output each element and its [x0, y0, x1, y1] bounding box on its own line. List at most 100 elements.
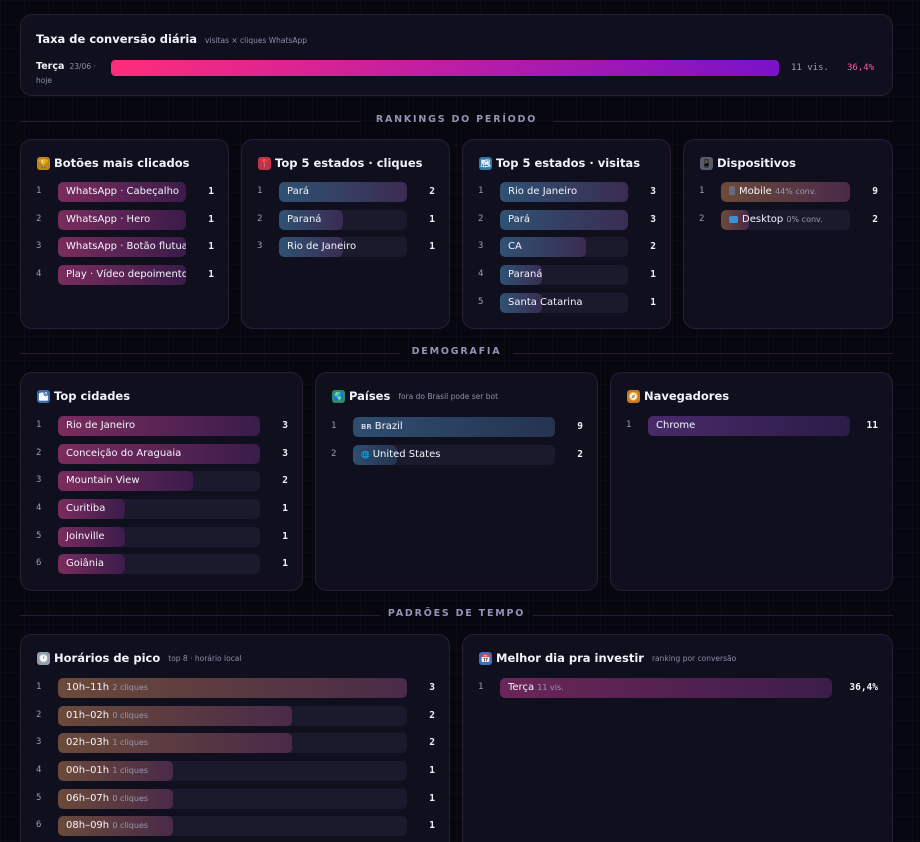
row-count: 1	[429, 213, 435, 225]
conversion-day-label: Terça	[36, 61, 65, 72]
row-rank: 6	[36, 820, 42, 831]
countries-card: 🌎 Países fora do Brasil pode ser bot 1 BR…	[315, 372, 598, 591]
row-rank: 1	[36, 186, 42, 196]
conversion-visits: 11 vis.	[791, 63, 829, 73]
row-rank: 1	[257, 186, 263, 196]
row-label: 🌐 United States	[361, 449, 440, 460]
row-bar-fill	[279, 209, 343, 230]
row-label-text: WhatsApp · Botão flutua…	[66, 241, 186, 253]
row-extra: 0 cliques	[112, 793, 149, 803]
row-bar-track: 🌐 United States	[353, 444, 555, 465]
states-clicks-title-text: Top 5 estados · cliques	[275, 156, 423, 170]
conversion-rate: 36,4%	[847, 63, 875, 73]
row-count: 9	[577, 421, 583, 432]
row-label: Chrome	[656, 420, 695, 431]
states-clicks-row: 3 Rio de Janeiro 1	[257, 237, 435, 258]
row-label-text: Curitiba	[66, 503, 106, 515]
top-buttons-row: 4 Play · Vídeo depoimento 1	[36, 265, 214, 286]
row-rank: 2	[36, 709, 42, 720]
countries-title: 🌎 Países fora do Brasil pode ser bot	[332, 389, 498, 403]
row-bar-track: Curitiba	[58, 499, 260, 520]
row-label-text: Terça	[508, 682, 535, 693]
row-count: 2	[577, 448, 583, 460]
row-bar-track: Mountain View	[58, 471, 260, 492]
row-rank: 2	[699, 213, 705, 224]
row-bar-track: WhatsApp · Cabeçalho	[58, 182, 186, 202]
cities-title-text: Top cidades	[54, 389, 131, 403]
peak-hours-title-text: Horários de pico	[54, 651, 161, 665]
row-bar-fill	[500, 678, 832, 698]
top-buttons-title-text: Botões mais clicados	[54, 156, 190, 170]
row-bar-fill	[58, 554, 125, 575]
devices-list: 1 Mobile 44% conv. 9 2 Desktop 0% conv. 2	[699, 182, 878, 237]
best-day-title-text: Melhor dia pra investir	[496, 651, 644, 665]
states-visits-row: 4 Paraná 1	[478, 265, 656, 286]
conversion-bar-fill	[111, 60, 779, 76]
row-label: CA	[508, 241, 522, 252]
peak-hours-row: 1 10h–11h 2 cliques 3	[36, 678, 435, 698]
flag-icon: BR	[361, 423, 372, 431]
row-label-text: 08h–09h	[66, 820, 110, 832]
top-buttons-title: 🏆 Botões mais clicados	[37, 156, 190, 170]
row-count: 2	[429, 737, 435, 749]
row-rank: 3	[257, 241, 263, 252]
cities-row: 6 Goiânia 1	[36, 554, 288, 575]
peak-hours-subtitle: top 8 · horário local	[168, 653, 242, 663]
row-rank: 2	[36, 447, 42, 458]
map-icon: 🗺	[479, 156, 492, 170]
row-count: 1	[208, 213, 214, 225]
row-label: Desktop 0% conv.	[729, 214, 823, 225]
row-bar-fill	[721, 182, 850, 202]
row-extra: 11 vis.	[537, 683, 564, 692]
row-bar-track: Rio de Janeiro	[500, 182, 628, 202]
row-label: 00h–01h 1 cliques	[66, 765, 148, 776]
row-label-text: Desktop	[742, 213, 784, 225]
row-label-text: 06h–07h	[66, 792, 110, 804]
row-label-text: Paraná	[287, 213, 322, 225]
row-bar-track: Goiânia	[58, 554, 260, 575]
row-rank: 1	[478, 186, 484, 196]
row-rank: 4	[36, 765, 42, 776]
city-icon: 🏙	[37, 389, 50, 403]
conversion-card: Taxa de conversão diária visitas × cliqu…	[20, 14, 893, 96]
row-label-text: WhatsApp · Hero	[66, 213, 151, 225]
cities-row: 3 Mountain View 2	[36, 471, 288, 492]
row-rank: 2	[257, 213, 263, 224]
row-rank: 1	[478, 682, 484, 692]
row-bar-fill	[279, 237, 343, 258]
flag-icon: 🌐	[361, 450, 370, 459]
row-count: 2	[429, 709, 435, 721]
top-buttons-list: 1 WhatsApp · Cabeçalho 1 2 WhatsApp · Hero 1 3…	[36, 182, 214, 293]
row-bar-fill	[500, 182, 628, 202]
row-label: 08h–09h 0 cliques	[66, 820, 148, 831]
row-bar-track: Pará	[500, 209, 628, 230]
devices-row: 2 Desktop 0% conv. 2	[699, 209, 878, 230]
row-rank: 1	[699, 186, 705, 196]
row-count: 3	[282, 420, 288, 431]
row-bar-fill	[353, 417, 555, 437]
section-rankings: RANKINGS DO PERÍODO	[20, 114, 893, 128]
row-bar-track: Pará	[279, 182, 407, 202]
conversion-day: Terça 23/06 · hoje	[36, 58, 106, 86]
row-bar-fill	[500, 265, 543, 286]
row-label: Rio de Janeiro	[508, 186, 577, 197]
row-bar-track: Conceição do Araguaia	[58, 443, 260, 464]
row-rank: 4	[36, 269, 42, 280]
row-count: 11	[866, 420, 878, 431]
row-label-text: WhatsApp · Cabeçalho	[66, 186, 180, 197]
row-count: 1	[429, 241, 435, 253]
row-count: 2	[872, 213, 878, 225]
row-count: 1	[429, 820, 435, 832]
states-visits-row: 2 Pará 3	[478, 209, 656, 230]
row-bar-track: Terça 11 vis.	[500, 678, 832, 698]
row-bar-fill	[58, 237, 186, 258]
row-label-text: Mobile	[739, 186, 772, 197]
row-bar-fill	[500, 209, 628, 230]
mobile-icon	[729, 186, 735, 195]
row-count: 1	[429, 765, 435, 777]
desktop-icon	[729, 215, 738, 223]
states-clicks-card: 📍 Top 5 estados · cliques 1 Pará 2 2 Paraná 1…	[241, 139, 450, 329]
row-label-text: Chrome	[656, 420, 696, 431]
compass-icon: 🧭	[627, 389, 640, 403]
row-rank: 5	[478, 296, 484, 307]
